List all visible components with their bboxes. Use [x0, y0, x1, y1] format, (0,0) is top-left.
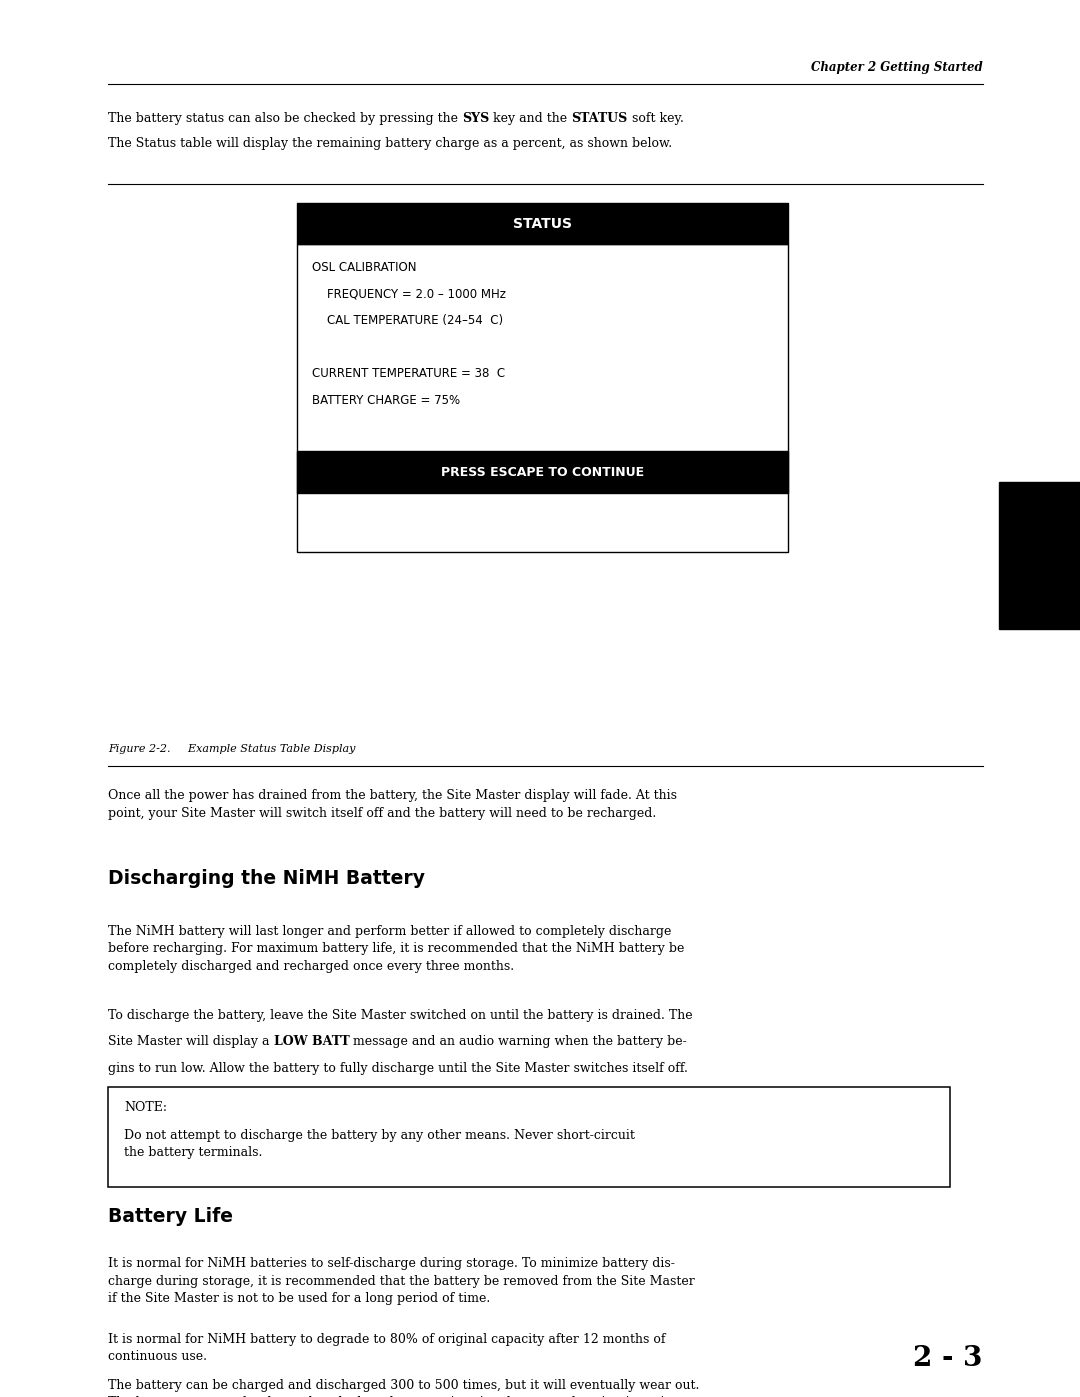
Bar	[297, 451, 788, 493]
Text: gins to run low. Allow the battery to fully discharge until the Site Master swit: gins to run low. Allow the battery to fu…	[108, 1062, 688, 1074]
Text: STATUS: STATUS	[513, 217, 572, 231]
Bar	[297, 244, 788, 552]
Text: Once all the power has drained from the battery, the Site Master display will fa: Once all the power has drained from the …	[108, 789, 677, 820]
Bar	[999, 482, 1080, 629]
Text: SYS: SYS	[462, 112, 489, 124]
Text: soft key.: soft key.	[627, 112, 684, 124]
Bar	[108, 1087, 950, 1187]
Text: It is normal for NiMH batteries to self-discharge during storage. To minimize ba: It is normal for NiMH batteries to self-…	[108, 1257, 694, 1305]
Text: PRESS ESCAPE TO CONTINUE: PRESS ESCAPE TO CONTINUE	[441, 465, 645, 479]
Text: Figure 2-2.     Example Status Table Display: Figure 2-2. Example Status Table Display	[108, 745, 355, 754]
Text: message and an audio warning when the battery be-: message and an audio warning when the ba…	[349, 1035, 687, 1048]
Text: Discharging the NiMH Battery: Discharging the NiMH Battery	[108, 869, 426, 888]
Text: LOW BATT: LOW BATT	[273, 1035, 349, 1048]
Text: The Status table will display the remaining battery charge as a percent, as show: The Status table will display the remain…	[108, 137, 672, 149]
Text: CURRENT TEMPERATURE = 38  C: CURRENT TEMPERATURE = 38 C	[312, 367, 505, 380]
Text: Battery Life: Battery Life	[108, 1207, 233, 1227]
Text: The battery status can also be checked by pressing the: The battery status can also be checked b…	[108, 112, 462, 124]
Text: Site Master will display a: Site Master will display a	[108, 1035, 273, 1048]
Text: FREQUENCY = 2.0 – 1000 MHz: FREQUENCY = 2.0 – 1000 MHz	[312, 288, 507, 300]
Text: CAL TEMPERATURE (24–54  C): CAL TEMPERATURE (24–54 C)	[312, 314, 503, 327]
Text: Chapter 2 Getting Started: Chapter 2 Getting Started	[811, 61, 983, 74]
Text: BATTERY CHARGE = 75%: BATTERY CHARGE = 75%	[312, 394, 460, 407]
Text: To discharge the battery, leave the Site Master switched on until the battery is: To discharge the battery, leave the Site…	[108, 1009, 692, 1021]
Text: OSL CALIBRATION: OSL CALIBRATION	[312, 261, 417, 274]
Text: 2 - 3: 2 - 3	[914, 1345, 983, 1372]
Text: The NiMH battery will last longer and perform better if allowed to completely di: The NiMH battery will last longer and pe…	[108, 925, 685, 972]
Bar	[297, 203, 788, 244]
Text: It is normal for NiMH battery to degrade to 80% of original capacity after 12 mo: It is normal for NiMH battery to degrade…	[108, 1333, 665, 1363]
Text: Do not attempt to discharge the battery by any other means. Never short-circuit
: Do not attempt to discharge the battery …	[124, 1129, 635, 1160]
Text: NOTE:: NOTE:	[124, 1101, 167, 1113]
Text: key and the: key and the	[489, 112, 571, 124]
Text: The battery can be charged and discharged 300 to 500 times, but it will eventual: The battery can be charged and discharge…	[108, 1379, 700, 1397]
Text: STATUS: STATUS	[571, 112, 627, 124]
